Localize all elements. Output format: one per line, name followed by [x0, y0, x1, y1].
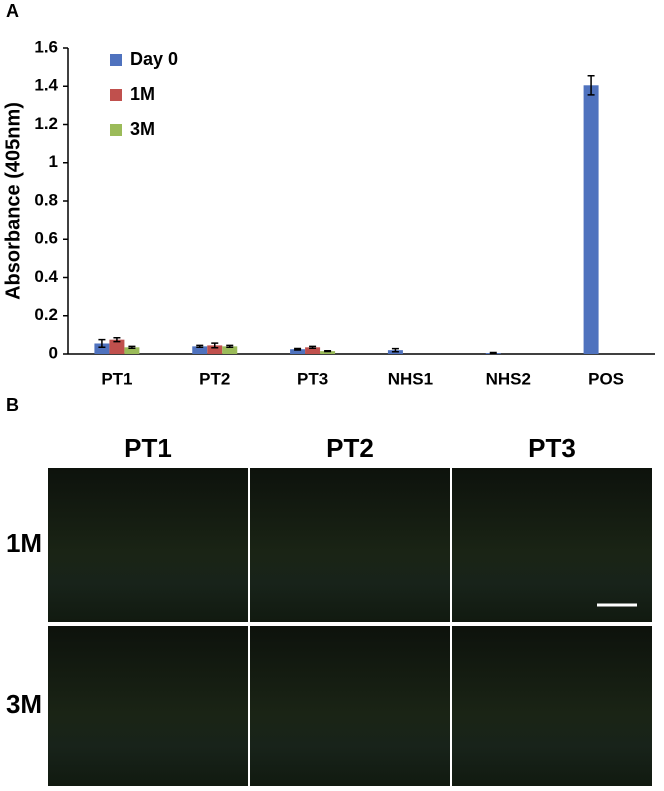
x-tick-label: PT3	[297, 369, 328, 388]
legend-swatch	[110, 54, 122, 66]
column-label: PT2	[326, 433, 374, 463]
micrograph	[250, 626, 450, 786]
error-bar	[309, 345, 317, 350]
column-label: PT1	[124, 433, 172, 463]
column-label: PT3	[528, 433, 576, 463]
x-tick-label: POS	[588, 369, 624, 388]
y-tick-label: 1	[49, 152, 58, 171]
x-tick-label: PT2	[199, 369, 230, 388]
bar	[583, 85, 599, 354]
bar	[192, 346, 208, 354]
panel-label: B	[6, 395, 19, 415]
y-tick-label: 1.6	[34, 37, 58, 56]
y-tick-label: 0	[49, 343, 58, 362]
bar	[94, 343, 110, 354]
bar	[320, 351, 336, 354]
y-tick-label: 0.8	[34, 190, 58, 209]
micrograph	[452, 626, 652, 786]
legend-label: 1M	[130, 84, 155, 104]
error-bar	[324, 349, 332, 353]
y-tick-label: 1.4	[34, 76, 58, 95]
error-bar	[113, 336, 121, 343]
error-bar	[489, 351, 497, 355]
error-bar	[294, 347, 302, 351]
legend-label: 3M	[130, 119, 155, 139]
bar	[109, 339, 125, 354]
bar	[124, 347, 140, 354]
error-bar	[226, 344, 234, 349]
y-tick-label: 0.6	[34, 229, 58, 248]
bar	[290, 349, 306, 354]
y-tick-label: 0.2	[34, 305, 58, 324]
micrograph	[250, 468, 450, 622]
error-bar	[196, 344, 204, 349]
error-bar	[391, 347, 399, 353]
legend-swatch	[110, 89, 122, 101]
error-bar	[587, 74, 595, 96]
error-bar	[211, 342, 219, 349]
micrograph	[48, 468, 248, 622]
bar	[222, 346, 238, 354]
y-tick-label: 0.4	[34, 267, 58, 286]
micrograph	[48, 626, 248, 786]
legend-swatch	[110, 124, 122, 136]
x-tick-label: PT1	[101, 369, 132, 388]
y-tick-label: 1.2	[34, 114, 58, 133]
x-tick-label: NHS1	[388, 369, 433, 388]
legend-label: Day 0	[130, 49, 178, 69]
y-axis-label: Absorbance (405nm)	[2, 102, 24, 300]
error-bar	[98, 338, 106, 349]
error-bar	[128, 345, 136, 350]
bar	[305, 347, 321, 354]
row-label: 3M	[6, 689, 42, 719]
bar	[207, 345, 223, 354]
micrograph	[452, 468, 652, 622]
x-tick-label: NHS2	[486, 369, 531, 388]
panel-label: A	[6, 1, 19, 21]
row-label: 1M	[6, 528, 42, 558]
